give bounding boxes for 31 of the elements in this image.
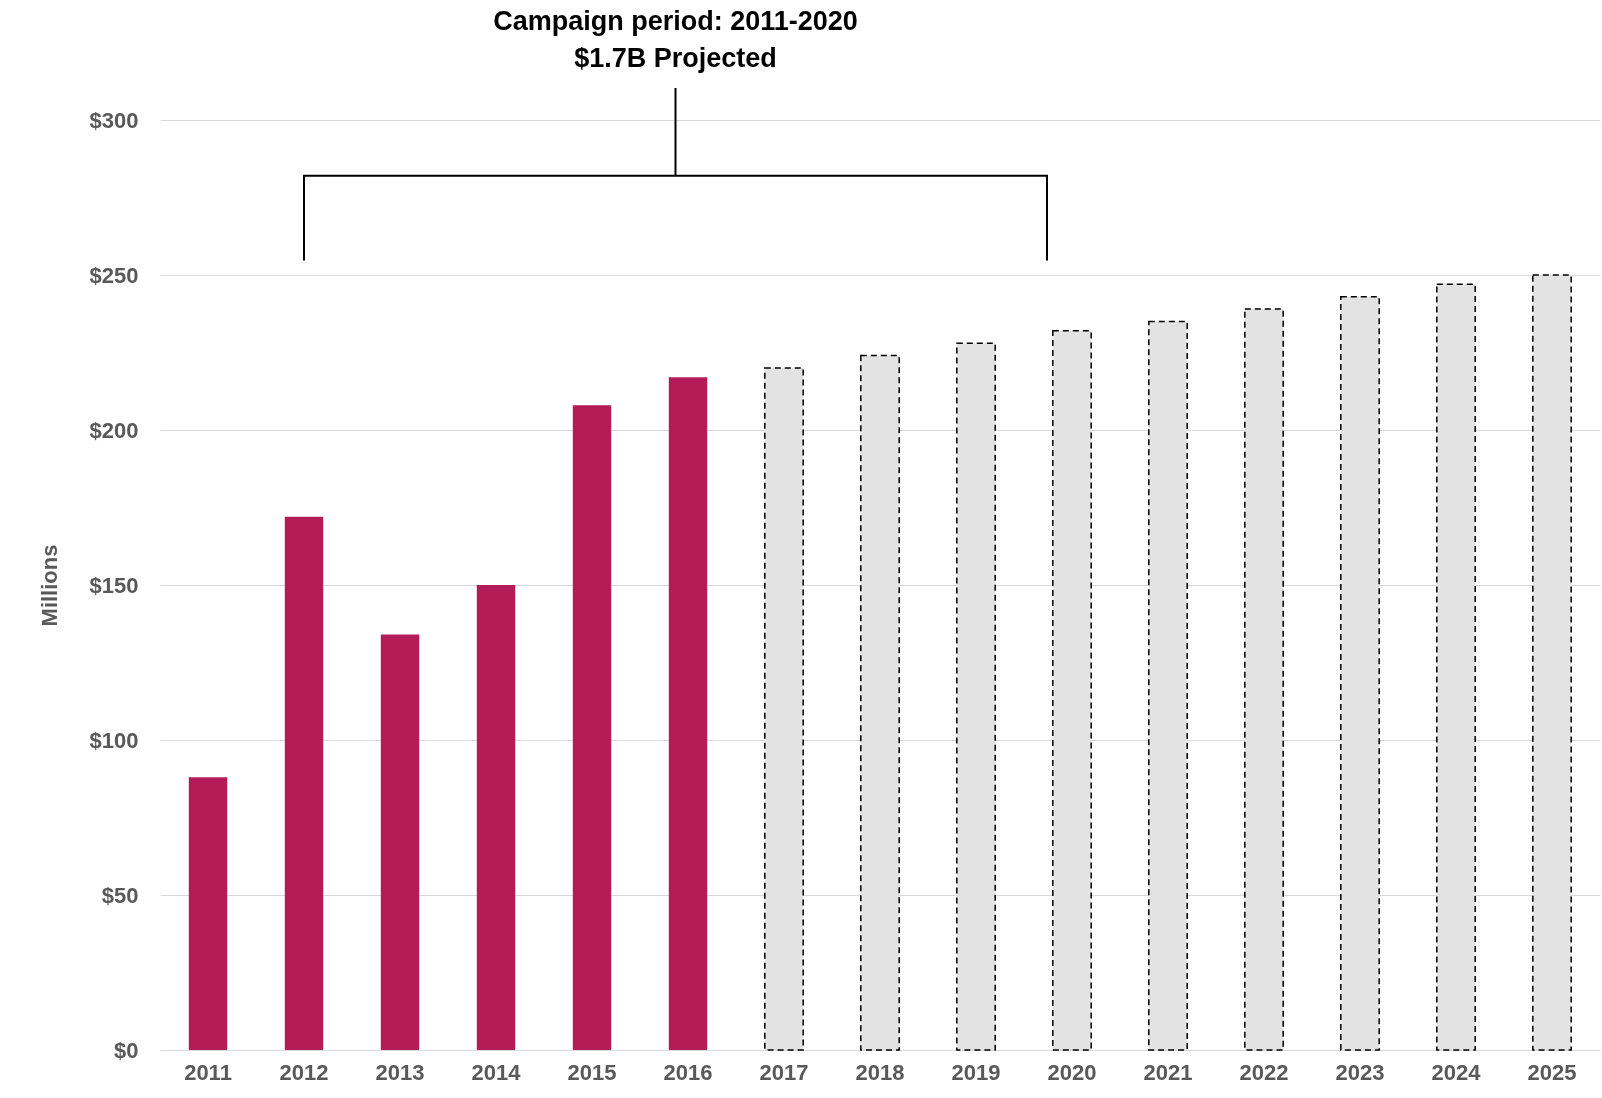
bar (668, 377, 708, 1050)
y-tick-label: $50 (101, 882, 139, 908)
bar (476, 585, 516, 1050)
text: $1.7B Projected (574, 43, 777, 73)
y-tick-label: $0 (114, 1037, 139, 1063)
x-tick-label: 2025 (1527, 1059, 1577, 1085)
x-tick-label: 2017 (759, 1059, 809, 1085)
x-tick-label: 2014 (471, 1059, 522, 1085)
x-tick-label: 2013 (375, 1059, 425, 1085)
y-axis-title: Millions (36, 544, 62, 627)
bar (284, 516, 324, 1050)
x-tick-label: 2012 (279, 1059, 329, 1085)
y-tick-label: $250 (89, 262, 139, 288)
x-tick-label: 2023 (1335, 1059, 1385, 1085)
bar (380, 634, 420, 1050)
x-tick-label: 2011 (184, 1059, 232, 1085)
x-tick-label: 2015 (567, 1059, 617, 1085)
x-tick-label: 2021 (1143, 1059, 1193, 1085)
y-tick-label: $150 (89, 572, 139, 598)
x-tick-label: 2018 (855, 1059, 905, 1085)
text: Campaign period: 2011-2020 (493, 6, 858, 36)
x-tick-label: 2019 (951, 1059, 1001, 1085)
y-tick-label: $300 (89, 107, 139, 133)
x-tick-label: 2016 (663, 1059, 713, 1085)
x-tick-label: 2024 (1431, 1059, 1482, 1085)
bar (188, 777, 228, 1050)
x-tick-label: 2020 (1047, 1059, 1097, 1085)
y-tick-label: $100 (89, 727, 139, 753)
y-tick-label: $200 (89, 417, 139, 443)
x-tick-label: 2022 (1239, 1059, 1289, 1085)
bar (572, 405, 612, 1050)
